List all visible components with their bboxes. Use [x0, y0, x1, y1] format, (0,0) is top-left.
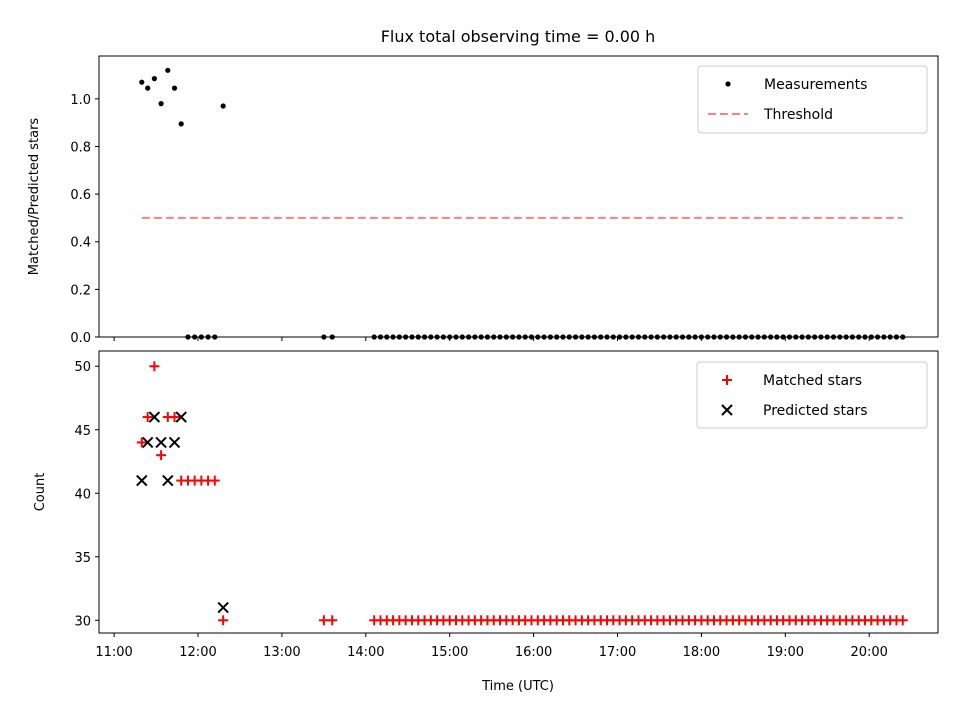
y-tick-label: 0.8: [70, 140, 91, 155]
data-point: [175, 411, 187, 423]
x-axis-label: Time (UTC): [481, 679, 554, 694]
legend: Measurements Threshold: [697, 65, 928, 134]
x-tick-label: 17:00: [599, 645, 636, 660]
data-point: [155, 436, 167, 449]
data-point: [327, 615, 338, 626]
x-tick-label: 20:00: [850, 645, 887, 660]
data-point: [141, 436, 154, 449]
y-tick-label: 45: [74, 424, 91, 439]
legend-label: Threshold: [763, 107, 833, 123]
data-point: [148, 411, 161, 423]
y-tick-label: 40: [74, 487, 91, 502]
data-point: [165, 67, 171, 73]
plot-area: [136, 361, 908, 626]
chart-title: Flux total observing time = 0.00 h: [381, 27, 656, 46]
y-axis-label: Matched/Predicted stars: [27, 118, 42, 276]
data-point: [209, 475, 220, 486]
axes-frame: [98, 350, 939, 634]
x-tick-label: 19:00: [767, 645, 804, 660]
data-point-b: [155, 436, 167, 449]
y-tick-label: 50: [74, 360, 91, 375]
series-matched-stars: [136, 361, 908, 626]
data-point: [142, 412, 153, 423]
x-tick-label: 16:00: [515, 645, 552, 660]
x-tick-label: 18:00: [683, 645, 720, 660]
data-point: [151, 76, 157, 82]
y-tick-label: 0.2: [70, 283, 91, 298]
panel-1: 0.0 0.2 0.4 0.6 0.8 1.0 Matched/Predicted star…: [27, 55, 939, 346]
data-point-b: [136, 474, 148, 487]
data-point: [136, 474, 148, 487]
legend-label: Measurements: [764, 77, 867, 93]
data-point: [217, 601, 229, 614]
legend-swatch-marker: [722, 375, 732, 385]
panels: 0.0 0.2 0.4 0.6 0.8 1.0 Matched/Predicted star…: [27, 55, 939, 660]
data-point: [158, 101, 164, 107]
data-point-b: [141, 436, 154, 449]
x-tick-label: 14:00: [347, 645, 384, 660]
data-point-b: [168, 436, 181, 449]
data-point: [139, 79, 145, 85]
data-point: [897, 615, 908, 626]
legend-swatch-marker: [721, 404, 733, 416]
data-point-b: [217, 601, 229, 614]
data-point: [168, 436, 181, 449]
x-tick-label: 12:00: [179, 645, 216, 660]
data-point: [220, 103, 226, 109]
data-point: [145, 85, 151, 91]
legend-label: Predicted stars: [763, 403, 868, 419]
data-point: [136, 437, 147, 448]
data-point: [178, 121, 184, 127]
x-tick-label: 15:00: [431, 645, 468, 660]
data-point: [318, 615, 329, 626]
y-tick-label: 30: [74, 614, 91, 629]
data-point: [156, 450, 167, 461]
y-axis-label: Count: [33, 473, 48, 512]
y-tick-label: 0.0: [70, 331, 91, 346]
panel-2: 30 35 40 45 50 11:00 12:00 13:00 14:00 15:00 16:00…: [33, 350, 939, 660]
data-point: [218, 615, 229, 626]
legend-swatch-marker: [725, 81, 731, 87]
y-tick-label: 35: [74, 551, 91, 566]
legend: Matched stars Predicted stars: [696, 361, 928, 429]
data-point: [162, 474, 174, 487]
axes-frame: [98, 55, 939, 338]
legend-label: Matched stars: [763, 373, 862, 389]
legend-swatch-marker-b: [721, 404, 733, 416]
data-point: [171, 85, 178, 91]
y-tick-label: 1.0: [70, 93, 91, 108]
y-tick-label: 0.6: [70, 188, 91, 203]
data-point: [149, 361, 160, 372]
data-point-b: [162, 474, 174, 487]
legend-box: [696, 361, 928, 429]
data-point-b: [148, 411, 161, 423]
x-tick-label: 11:00: [95, 645, 132, 660]
data-point-b: [175, 411, 187, 423]
y-tick-label: 0.4: [70, 236, 91, 251]
data-point: [169, 412, 180, 423]
legend-box: [697, 65, 928, 134]
x-tick-label: 13:00: [263, 645, 300, 660]
series-predicted-stars: [136, 411, 229, 614]
